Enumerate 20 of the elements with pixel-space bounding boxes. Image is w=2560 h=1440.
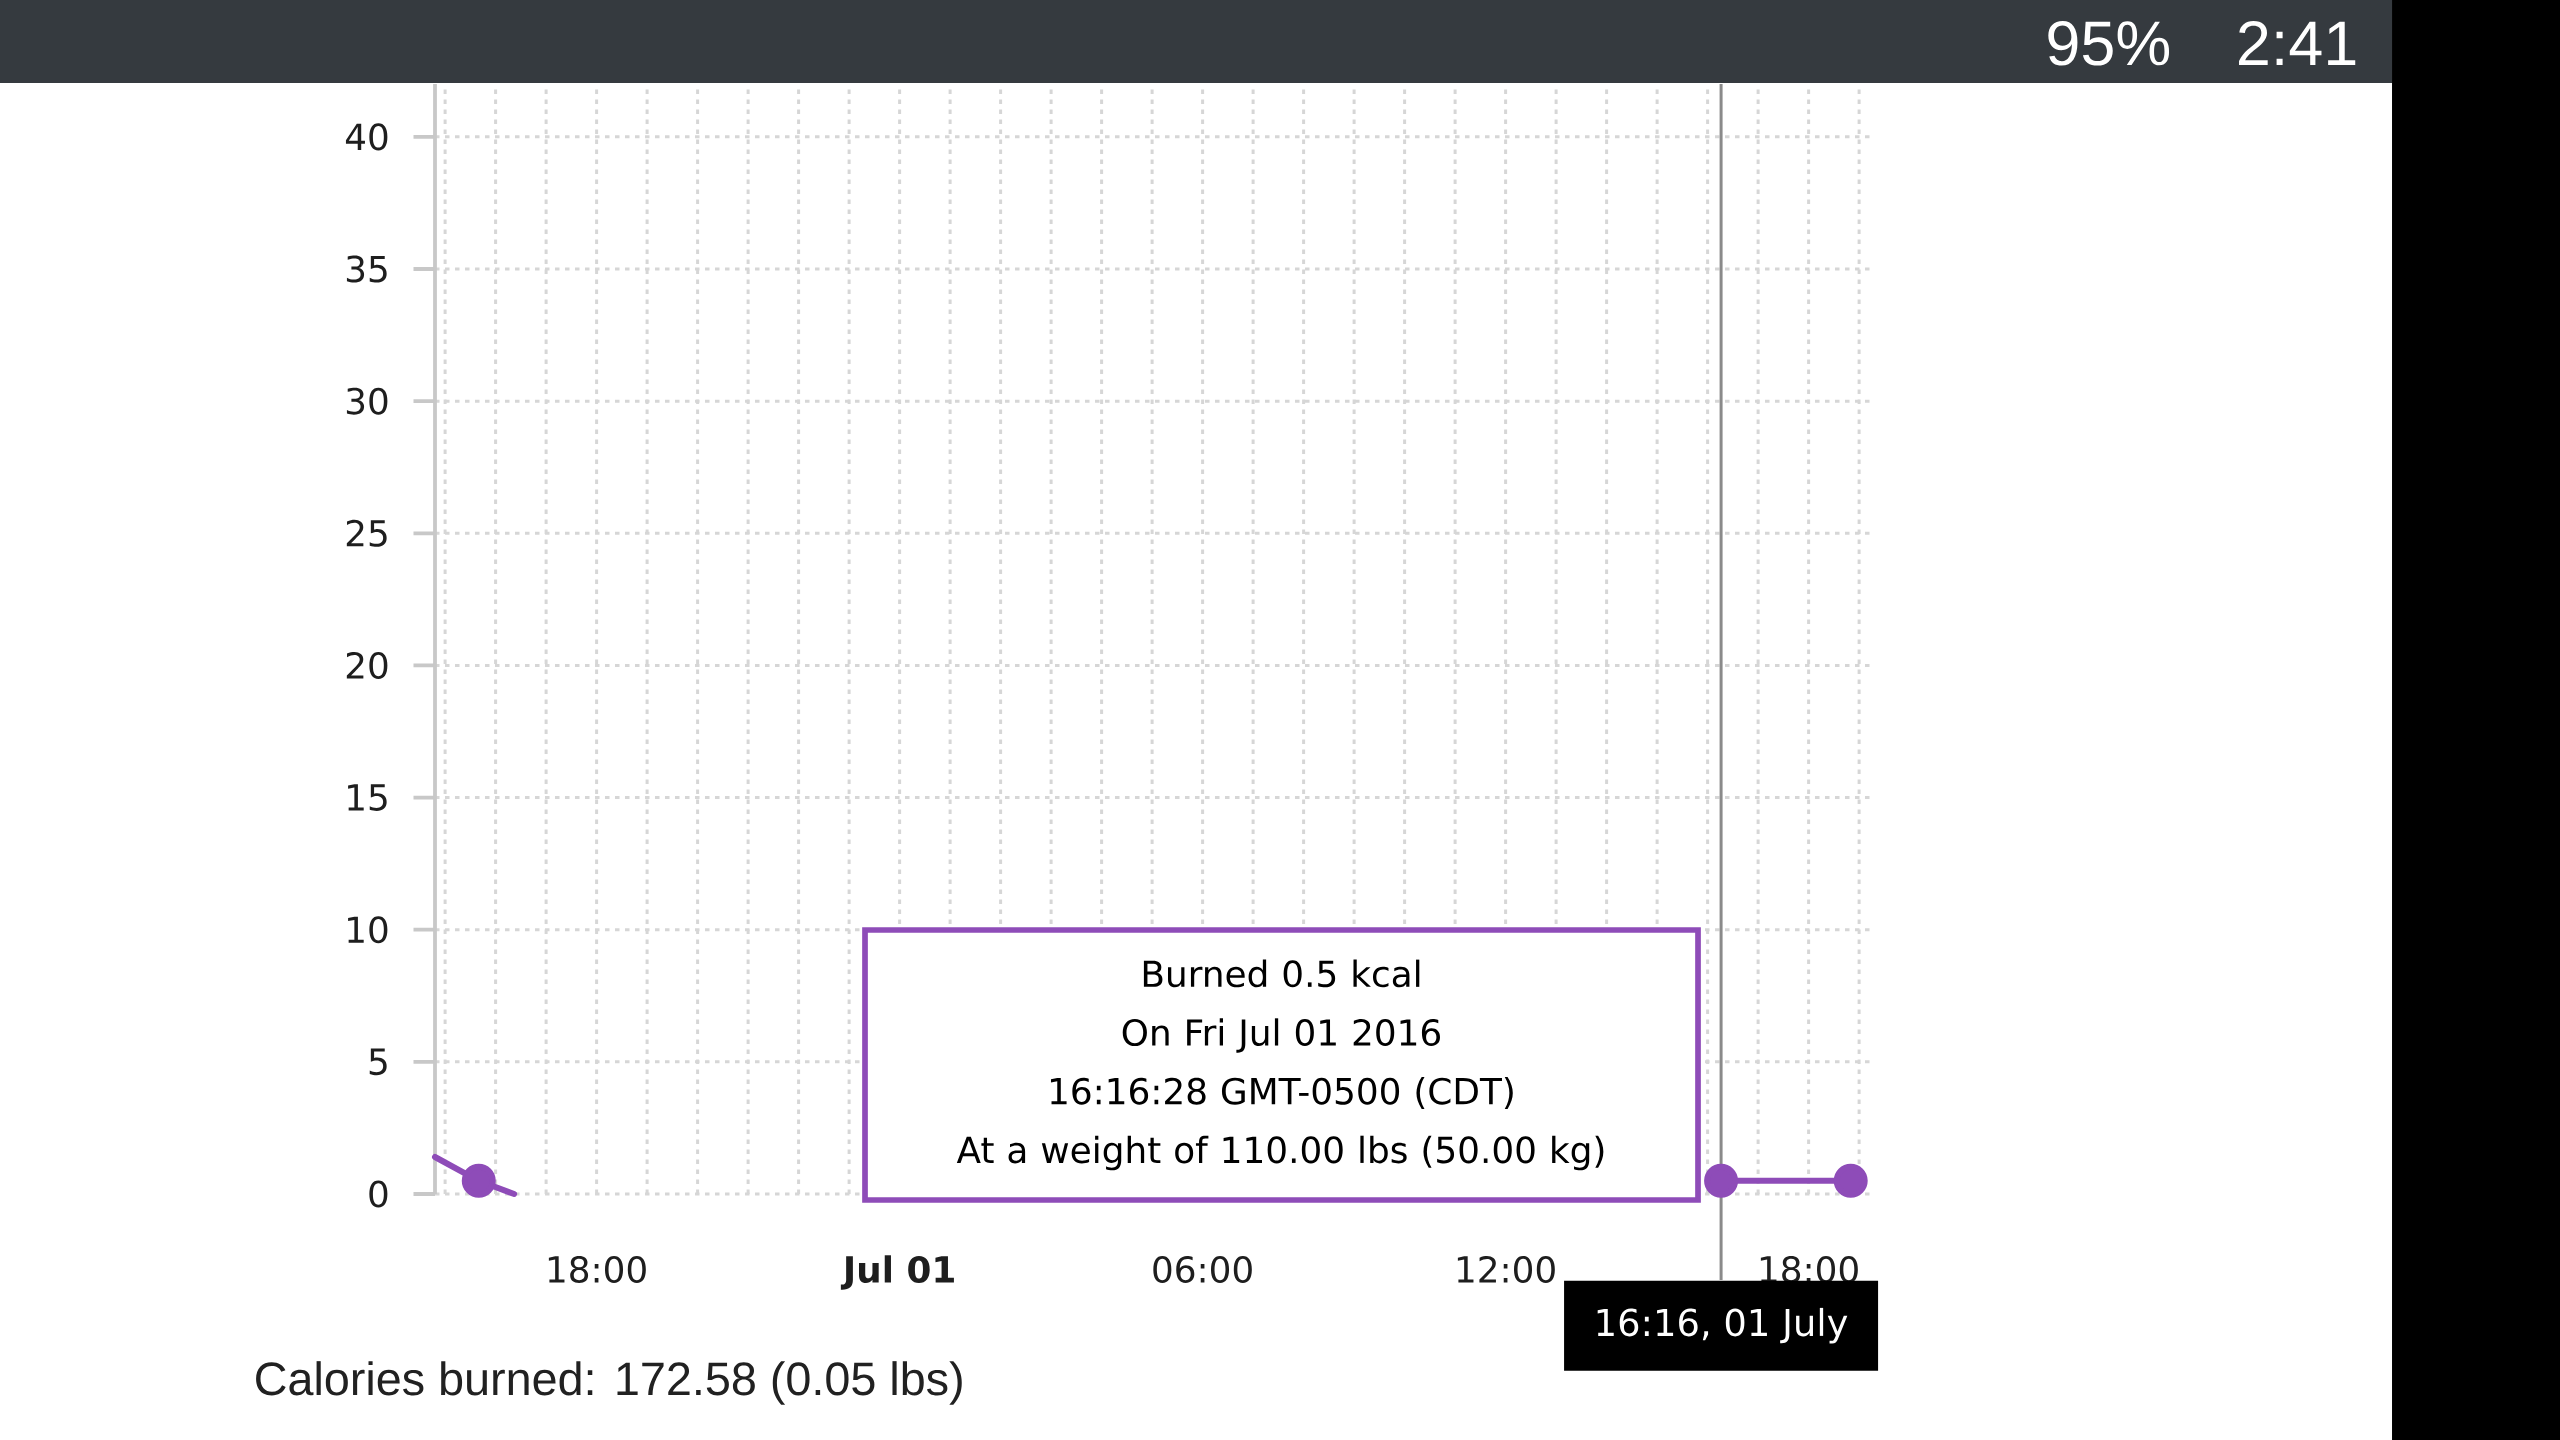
y-tick-label: 30 [346,387,388,415]
x-tick-label: 06:00 [1153,1255,1252,1283]
x-tick-label: 18:00 [548,1255,646,1283]
y-tick-label: 20 [346,651,388,679]
y-tick-label: 25 [346,519,387,547]
y-tick-label: 10 [348,916,388,944]
text: 2:41 [2239,21,2356,65]
y-tick-label: 5 [369,1048,387,1076]
y-tick-label: 35 [346,255,387,283]
x-tick-label: Jul 01 [840,1255,954,1290]
x-tick-label: 12:00 [1457,1255,1555,1283]
annotation: At a weight of 110.00 lbs (50.00 kg) [956,1135,1604,1171]
y-tick-label: 0 [369,1180,388,1208]
text: 95% [2048,21,2170,66]
annotation: Burned 0.5 kcal [1143,959,1420,988]
annotation: On Fri Jul 01 2016 16:16:28 GMT-0500 (CDT) [1050,1018,1513,1109]
ref-line-label: 16:16, 01 July [1597,1307,1848,1344]
text: Calories burned: 172.58 (0.05 lbs) [256,1361,962,1405]
y-tick-label: 40 [345,123,388,151]
y-tick-label: 15 [348,784,387,811]
